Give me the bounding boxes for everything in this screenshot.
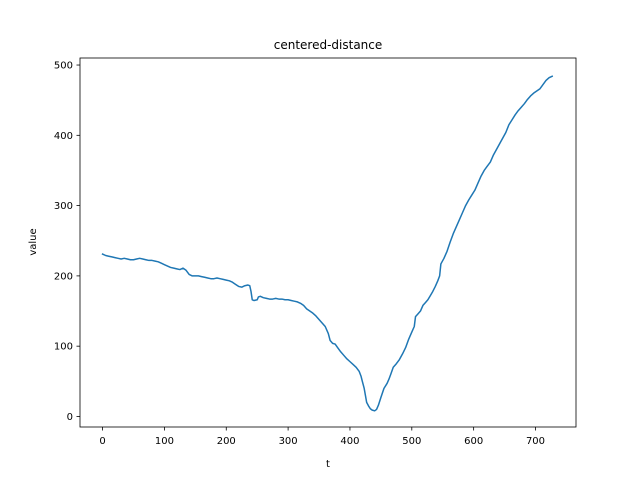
y-tick-label: 300 [54,201,73,212]
series-line [101,75,554,412]
y-axis-label: value [28,228,39,255]
x-axis: 0 100 200 300 400 500 600 700 [99,427,545,447]
x-axis-label: t [326,459,330,470]
x-tick-label: 700 [526,436,545,447]
x-tick-label: 300 [279,436,298,447]
y-axis: 0 100 200 300 400 500 [54,61,80,423]
y-tick-label: 500 [54,61,73,72]
plot-area: 0 100 200 300 400 500 600 700 0 100 200 300 400 500 [54,57,577,447]
y-tick-label: 100 [54,342,73,353]
x-tick-label: 100 [155,436,174,447]
x-tick-label: 600 [464,436,483,447]
x-tick-label: 0 [99,436,105,447]
y-tick-label: 200 [54,271,73,282]
x-tick-label: 200 [217,436,236,447]
y-tick-label: 400 [54,131,73,142]
series-layer [101,75,554,412]
x-tick-label: 500 [402,436,421,447]
x-tick-label: 400 [340,436,359,447]
axes-frame [79,57,577,428]
chart-title: centered-distance [274,38,383,52]
y-tick-label: 0 [67,412,73,423]
